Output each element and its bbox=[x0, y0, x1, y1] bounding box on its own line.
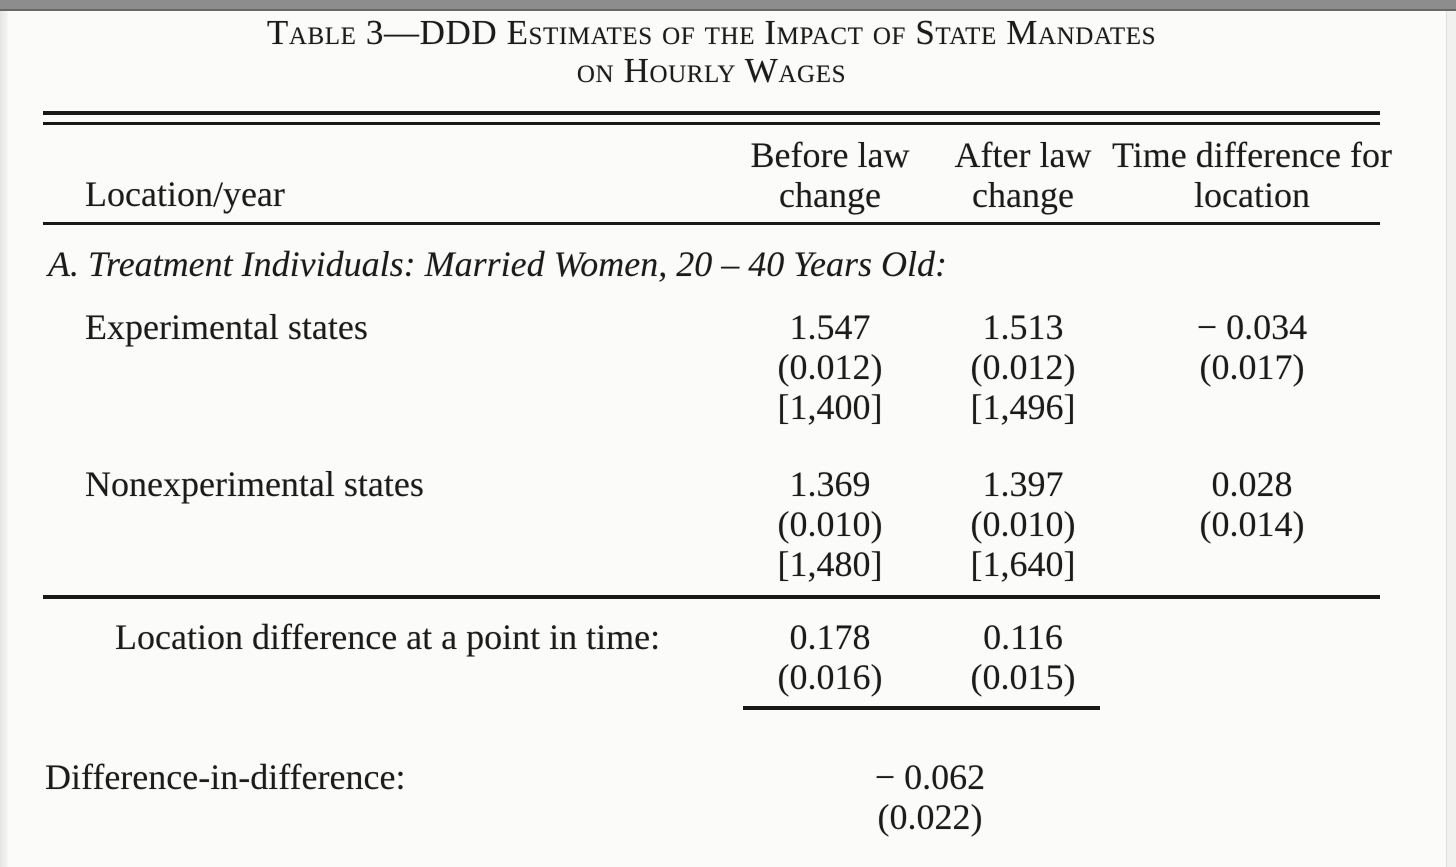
scan-top-bar bbox=[0, 0, 1456, 11]
row-label-nonexperimental-states: Nonexperimental states bbox=[85, 464, 424, 504]
value-standard-error: (0.012) bbox=[970, 347, 1076, 387]
value-mean: 0.028 bbox=[1211, 464, 1293, 504]
value-mean: 0.178 bbox=[789, 617, 871, 657]
double-rule-top-upper bbox=[43, 111, 1380, 115]
cell-nonexperimental-time-difference: 0.028 (0.014) bbox=[1112, 464, 1392, 544]
value-mean: 1.397 bbox=[982, 464, 1064, 504]
scan-left-edge bbox=[0, 11, 8, 867]
header-bottom-rule bbox=[43, 222, 1380, 225]
column-header-after-law-change: After law change bbox=[954, 135, 1092, 215]
column-header-time-difference: Time difference for location bbox=[1112, 135, 1392, 215]
value-mean: 1.513 bbox=[982, 307, 1064, 347]
value-mean: 1.369 bbox=[789, 464, 871, 504]
cell-experimental-time-difference: − 0.034 (0.017) bbox=[1112, 307, 1392, 387]
value-standard-error: (0.014) bbox=[1199, 504, 1305, 544]
cell-experimental-after: 1.513 (0.012) [1,496] bbox=[925, 307, 1121, 427]
double-rule-top-lower bbox=[43, 122, 1380, 125]
value-sample-size: [1,480] bbox=[777, 544, 883, 584]
table-title-line2: on Hourly Wages bbox=[576, 51, 847, 90]
value-standard-error: (0.017) bbox=[1199, 347, 1305, 387]
value-sample-size: [1,496] bbox=[970, 387, 1076, 427]
cell-nonexperimental-after: 1.397 (0.010) [1,640] bbox=[925, 464, 1121, 584]
value-mean: 1.547 bbox=[789, 307, 871, 347]
panel-a-heading: A. Treatment Individuals: Married Women,… bbox=[48, 244, 947, 284]
column-header-before-law-change: Before law change bbox=[750, 135, 910, 215]
row-label-location-difference: Location difference at a point in time: bbox=[115, 617, 661, 657]
value-standard-error: (0.022) bbox=[877, 797, 983, 837]
cell-ddd-estimate: − 0.062 (0.022) bbox=[740, 757, 1120, 837]
table-title: Table 3—DDD Estimates of the Impact of S… bbox=[43, 14, 1380, 90]
row-label-difference-in-difference: Difference-in-difference: bbox=[45, 757, 406, 797]
scan-right-edge bbox=[1446, 11, 1456, 867]
table-title-line1: Table 3—DDD Estimates of the Impact of S… bbox=[266, 13, 1157, 52]
value-standard-error: (0.015) bbox=[970, 657, 1076, 697]
value-mean: 0.116 bbox=[983, 617, 1063, 657]
value-standard-error: (0.010) bbox=[777, 504, 883, 544]
value-mean: − 0.062 bbox=[874, 757, 986, 797]
cell-location-difference-before: 0.178 (0.016) bbox=[740, 617, 920, 697]
value-standard-error: (0.010) bbox=[970, 504, 1076, 544]
row-label-experimental-states: Experimental states bbox=[85, 307, 368, 347]
partial-underline-rule bbox=[743, 706, 1100, 710]
value-standard-error: (0.012) bbox=[777, 347, 883, 387]
value-standard-error: (0.016) bbox=[777, 657, 883, 697]
cell-experimental-before: 1.547 (0.012) [1,400] bbox=[740, 307, 920, 427]
cell-location-difference-after: 0.116 (0.015) bbox=[925, 617, 1121, 697]
column-header-location-year: Location/year bbox=[85, 174, 285, 214]
value-sample-size: [1,400] bbox=[777, 387, 883, 427]
value-sample-size: [1,640] bbox=[970, 544, 1076, 584]
cell-nonexperimental-before: 1.369 (0.010) [1,480] bbox=[740, 464, 920, 584]
section-divider-rule bbox=[43, 595, 1380, 599]
value-mean: − 0.034 bbox=[1196, 307, 1308, 347]
